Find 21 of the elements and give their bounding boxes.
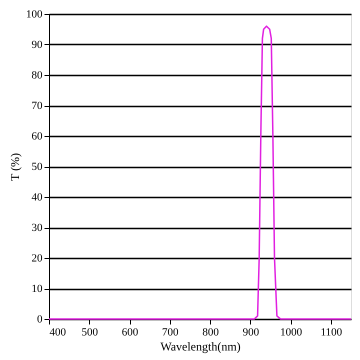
y-tick-label: 80: [32, 70, 43, 82]
y-tick-label: 60: [32, 130, 43, 142]
y-tick-label: 40: [32, 192, 43, 204]
x-tick-label: 900: [242, 326, 260, 338]
y-tick-label: 100: [26, 8, 43, 20]
x-tick-label: 500: [82, 326, 99, 338]
x-tick-label: 400: [50, 326, 66, 338]
x-tick-label: 800: [202, 326, 220, 338]
x-axis-title: Wavelength(nm): [160, 340, 241, 354]
y-tick-label: 50: [32, 161, 43, 173]
y-axis-title: T (%): [8, 152, 22, 182]
y-tick-label: 10: [32, 283, 43, 295]
x-tick-label: 600: [122, 326, 139, 338]
y-tick-label: 20: [32, 252, 43, 264]
y-tick-label: 70: [32, 100, 43, 112]
x-tick-label: 1100: [320, 326, 343, 338]
y-tick-label: 0: [37, 314, 43, 326]
y-tick-label: 90: [32, 39, 43, 51]
x-tick-label: 700: [162, 326, 180, 338]
x-tick-label: 1000: [280, 326, 303, 338]
y-tick-label: 30: [32, 222, 43, 234]
